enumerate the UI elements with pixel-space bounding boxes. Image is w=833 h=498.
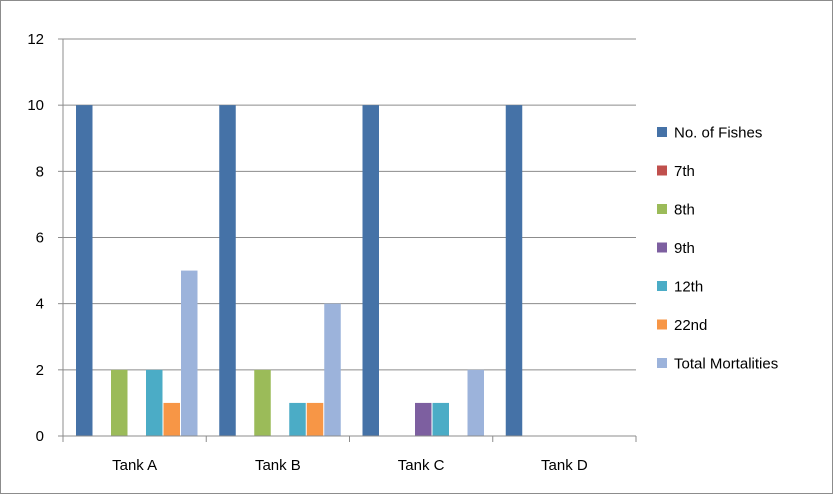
x-tick-label: Tank B [255, 457, 301, 474]
bar [254, 369, 271, 436]
y-tick-label: 8 [36, 163, 44, 180]
y-tick-label: 6 [36, 230, 44, 247]
bar [324, 303, 341, 436]
y-tick-label: 2 [36, 362, 44, 379]
bar [146, 369, 163, 436]
legend-swatch [657, 204, 667, 214]
legend-label: Total Mortalities [674, 356, 778, 373]
y-axis-ticks: 0 2 4 6 8 10 12 [27, 31, 63, 445]
y-tick-label: 4 [36, 296, 44, 313]
x-tick-label: Tank C [398, 457, 445, 474]
legend-swatch [657, 281, 667, 291]
legend-label: No. of Fishes [674, 125, 762, 142]
legend-label: 22nd [674, 317, 707, 334]
legend-swatch [657, 127, 667, 137]
bars [76, 105, 523, 437]
y-tick-label: 0 [36, 428, 44, 445]
x-axis-ticks: Tank A Tank B Tank C Tank D [62, 436, 637, 474]
bar [432, 402, 449, 436]
legend-swatch [657, 242, 667, 253]
legend-label: 7th [674, 163, 695, 180]
bar [219, 105, 236, 437]
legend: No. of Fishes 7th 8th 9th 12th 22nd Total Mort… [657, 125, 778, 373]
legend-label: 8th [674, 202, 695, 219]
legend-label: 9th [674, 240, 695, 257]
bar [181, 270, 198, 436]
bar [415, 402, 432, 436]
legend-label: 12th [674, 279, 703, 296]
bar [505, 105, 523, 437]
legend-swatch [657, 358, 667, 368]
bar [111, 369, 128, 436]
bar [76, 105, 93, 437]
bar [362, 105, 379, 437]
y-tick-label: 12 [27, 31, 44, 48]
bar [289, 402, 306, 436]
legend-swatch [657, 165, 667, 176]
x-tick-label: Tank A [112, 457, 157, 474]
x-tick-label: Tank D [541, 457, 588, 474]
legend-swatch [657, 319, 667, 330]
bar [467, 369, 484, 436]
bar [163, 402, 180, 436]
bar [306, 402, 324, 436]
y-tick-label: 10 [27, 97, 44, 114]
gridlines [63, 38, 636, 371]
